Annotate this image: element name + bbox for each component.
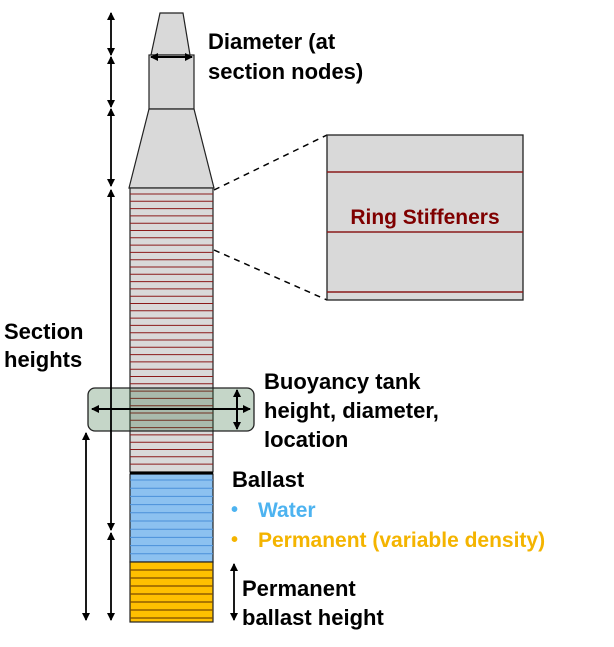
section-height-arrows [82,12,115,621]
diameter-label-line2: section nodes) [208,59,363,84]
zoom-box [326,134,524,301]
column-body [129,187,214,473]
zoom-line-top [213,134,328,191]
ballast-title: Ballast [232,467,305,492]
upper-hull [128,12,215,189]
permanent-ballast-lines [130,569,213,619]
ring-stiffener-lines [130,193,213,465]
middle-cone-section [128,108,215,189]
main-column [129,187,214,473]
zoom-line-bottom [213,249,328,301]
section-heights-line2: heights [4,347,82,372]
water-ballast [129,473,214,563]
ballast-column [129,471,214,623]
top-straight-section [148,54,195,110]
ballast-permanent-label: Permanent (variable density) [258,529,545,552]
ring-stiffener-zoom: Ring Stiffeners [213,134,524,301]
permanent-bullet: • [231,529,238,551]
water-ballast-lines [130,479,213,555]
buoyancy-tank [87,387,255,432]
permanent-height-line2: ballast height [242,605,384,630]
buoyancy-label-line2: height, diameter, [264,398,439,423]
section-heights-line1: Section [4,319,83,344]
diameter-label-line1: Diameter (at [208,29,336,54]
buoyancy-label-line1: Buoyancy tank [264,369,421,394]
ring-stiffeners-label: Ring Stiffeners [350,206,499,229]
ballast-water-label: Water [258,499,316,522]
top-cone-section [150,12,191,56]
permanent-height-line1: Permanent [242,576,356,601]
permanent-ballast [129,561,214,623]
water-bullet: • [231,499,238,521]
buoyancy-label-line3: location [264,427,348,452]
